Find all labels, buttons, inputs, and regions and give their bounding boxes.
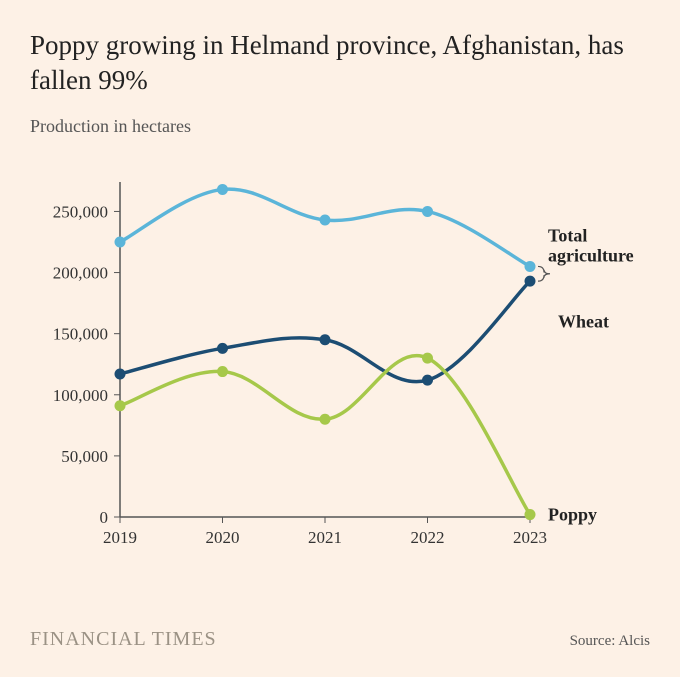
y-tick-label: 200,000 <box>53 264 108 283</box>
series-marker <box>217 184 228 195</box>
series-label-wheat: Wheat <box>558 312 609 332</box>
series-marker <box>525 261 536 272</box>
series-marker <box>217 343 228 354</box>
series-marker <box>525 509 536 520</box>
y-tick-label: 100,000 <box>53 386 108 405</box>
series-marker <box>320 414 331 425</box>
y-tick-label: 150,000 <box>53 325 108 344</box>
series-label-total-agriculture: agriculture <box>548 246 634 266</box>
source-label: Source: Alcis <box>570 633 650 650</box>
series-label-total-agriculture: Total <box>548 226 587 246</box>
series-marker <box>115 369 126 380</box>
series-marker <box>115 400 126 411</box>
chart-area: 0 50,000 100,000 150,000 200,000 250,000 2019 2… <box>30 147 650 557</box>
series-marker <box>320 334 331 345</box>
x-tick-label: 2022 <box>411 528 445 547</box>
line-chart: 0 50,000 100,000 150,000 200,000 250,000 2019 2… <box>30 147 650 557</box>
series-marker <box>525 276 536 287</box>
series-line-wheat <box>120 281 530 382</box>
x-tick-label: 2019 <box>103 528 137 547</box>
series-marker <box>422 375 433 386</box>
series-marker <box>115 237 126 248</box>
y-tick-label: 250,000 <box>53 203 108 222</box>
chart-title: Poppy growing in Helmand province, Afgha… <box>30 28 650 98</box>
y-tick-label: 50,000 <box>61 447 108 466</box>
series-marker <box>320 215 331 226</box>
series-line-total-agriculture <box>120 189 530 266</box>
x-tick-label: 2023 <box>513 528 547 547</box>
x-tick-label: 2020 <box>206 528 240 547</box>
series-marker <box>422 353 433 364</box>
series-line-poppy <box>120 356 530 515</box>
series-marker <box>422 206 433 217</box>
bracket-icon <box>538 267 550 282</box>
series-label-poppy: Poppy <box>548 505 597 525</box>
x-tick-label: 2021 <box>308 528 342 547</box>
brand-label: FINANCIAL TIMES <box>30 628 217 651</box>
y-tick-label: 0 <box>100 508 109 527</box>
series-marker <box>217 366 228 377</box>
chart-subtitle: Production in hectares <box>30 116 650 137</box>
